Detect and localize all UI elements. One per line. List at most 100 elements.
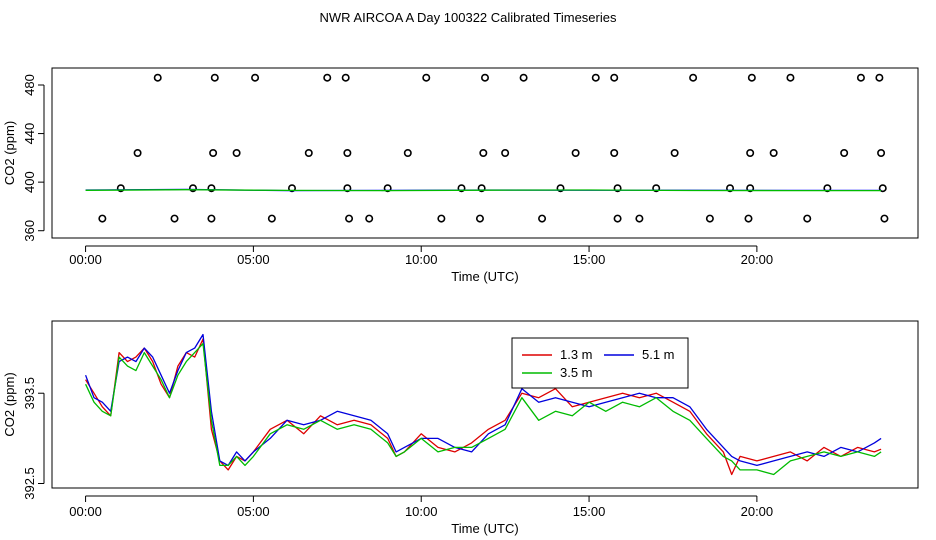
data-point (343, 184, 352, 193)
data-point (341, 73, 350, 82)
data-point (556, 184, 565, 193)
data-point (840, 149, 849, 158)
data-point (877, 149, 886, 158)
data-point (571, 149, 580, 158)
data-point (875, 73, 884, 82)
data-point (856, 73, 865, 82)
data-point (475, 214, 484, 223)
data-point (422, 73, 431, 82)
series-3-5-m (85, 342, 882, 476)
data-point (538, 214, 547, 223)
data-point (116, 184, 125, 193)
x-tick-label: 15:00 (573, 252, 606, 267)
data-point (437, 214, 446, 223)
data-point (878, 184, 887, 193)
data-point (726, 184, 735, 193)
figure-title: NWR AIRCOA A Day 100322 Calibrated Times… (319, 10, 617, 25)
series-line (84, 333, 882, 467)
data-point (383, 184, 392, 193)
data-point (209, 149, 218, 158)
series-calibration-circles (98, 73, 889, 223)
data-point (210, 73, 219, 82)
data-point (304, 149, 313, 158)
data-point (747, 73, 756, 82)
series-line (85, 342, 882, 476)
x-tick-label: 00:00 (69, 252, 102, 267)
series-5-1-m (84, 333, 882, 467)
x-axis: 00:00 05:00 10:00 15:00 20:00 Time (UTC) (69, 495, 774, 536)
x-tick-label: 10:00 (405, 504, 438, 519)
x-axis-title: Time (UTC) (451, 521, 518, 536)
data-point (98, 214, 107, 223)
data-point (635, 214, 644, 223)
data-layer (84, 333, 882, 476)
legend-label: 1.3 m (560, 347, 593, 362)
x-tick-label: 20:00 (741, 504, 774, 519)
data-point (343, 149, 352, 158)
x-tick-label: 05:00 (237, 504, 270, 519)
data-point (403, 149, 412, 158)
data-point (188, 184, 197, 193)
data-point (746, 149, 755, 158)
x-tick-label: 00:00 (69, 504, 102, 519)
status-panel: 00:00 05:00 10:00 15:00 20:00 Time (UTC) 360 40… (2, 67, 919, 284)
y-tick-label: 392.5 (22, 467, 37, 500)
data-point (267, 214, 276, 223)
data-point (610, 149, 619, 158)
x-tick-label: 05:00 (237, 252, 270, 267)
data-point (153, 73, 162, 82)
data-point (501, 149, 510, 158)
data-layer (85, 73, 889, 223)
y-axis: 360 400 440 480 CO2 (ppm) (2, 74, 45, 242)
data-point (591, 73, 600, 82)
x-axis-title: Time (UTC) (451, 269, 518, 284)
data-point (207, 214, 216, 223)
data-point (232, 149, 241, 158)
data-point (477, 184, 486, 193)
data-point (480, 73, 489, 82)
y-axis: 392.5 393.5 CO2 (ppm) (2, 372, 45, 500)
data-point (251, 73, 260, 82)
series-line (85, 189, 882, 192)
data-point (613, 214, 622, 223)
x-tick-label: 10:00 (405, 252, 438, 267)
legend-label: 3.5 m (560, 365, 593, 380)
y-tick-label: 440 (22, 123, 37, 145)
legend-label: 5.1 m (642, 347, 675, 362)
data-point (170, 214, 179, 223)
timeseries-panel: 00:00 05:00 10:00 15:00 20:00 Time (UTC) 392.5… (2, 320, 919, 536)
data-point (744, 214, 753, 223)
x-tick-label: 20:00 (741, 252, 774, 267)
data-point (769, 149, 778, 158)
y-tick-label: 400 (22, 171, 37, 193)
data-point (133, 149, 142, 158)
y-tick-label: 360 (22, 220, 37, 242)
x-tick-label: 15:00 (573, 504, 606, 519)
data-point (823, 184, 832, 193)
data-point (610, 73, 619, 82)
y-tick-label: 393.5 (22, 377, 37, 410)
data-point (519, 73, 528, 82)
plot-frame (51, 67, 919, 239)
y-tick-label: 480 (22, 74, 37, 96)
y-axis-title: CO2 (ppm) (2, 372, 17, 436)
data-point (786, 73, 795, 82)
data-point (457, 184, 466, 193)
data-point (345, 214, 354, 223)
data-point (670, 149, 679, 158)
data-point (365, 214, 374, 223)
data-point (287, 184, 296, 193)
data-point (652, 184, 661, 193)
series-3-5-m (85, 189, 882, 192)
legend-box (511, 337, 689, 389)
legend: 1.3 m 5.1 m 3.5 m (511, 337, 689, 389)
data-point (803, 214, 812, 223)
data-point (207, 184, 216, 193)
x-axis: 00:00 05:00 10:00 15:00 20:00 Time (UTC) (69, 245, 774, 284)
data-point (613, 184, 622, 193)
data-point (323, 73, 332, 82)
data-point (880, 214, 889, 223)
plot-frame (51, 320, 919, 489)
data-point (746, 184, 755, 193)
